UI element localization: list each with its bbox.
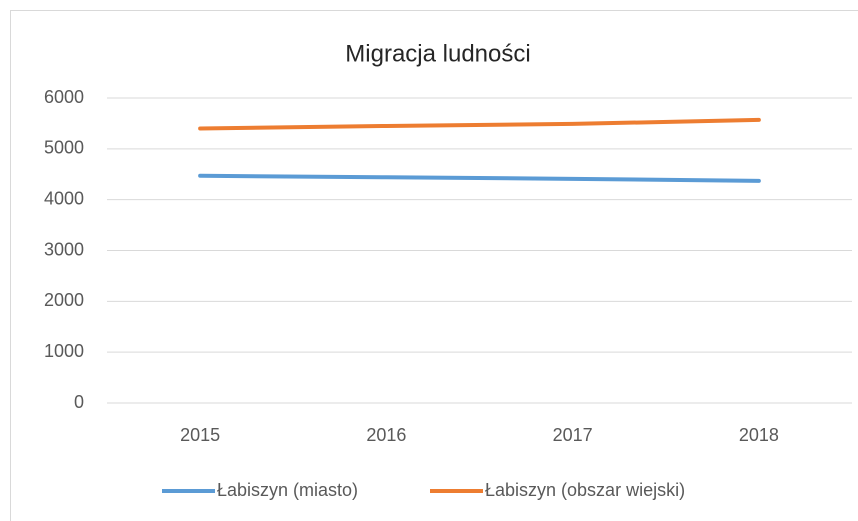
series-line	[198, 173, 761, 183]
chart-title: Migracja ludności	[345, 40, 530, 67]
series-line	[198, 117, 761, 131]
x-tick-label: 2016	[366, 425, 406, 445]
y-tick-label: 6000	[44, 87, 84, 107]
y-tick-label: 0	[74, 392, 84, 412]
y-tick-label: 1000	[44, 341, 84, 361]
x-tick-label: 2017	[553, 425, 593, 445]
x-tick-label: 2018	[739, 425, 779, 445]
y-tick-label: 5000	[44, 138, 84, 158]
x-tick-label: 2015	[180, 425, 220, 445]
y-tick-label: 2000	[44, 290, 84, 310]
y-tick-label: 4000	[44, 188, 84, 208]
chart-frame	[10, 10, 858, 521]
legend-label: Łabiszyn (miasto)	[217, 480, 358, 500]
y-tick-label: 3000	[44, 239, 84, 259]
legend-label: Łabiszyn (obszar wiejski)	[485, 480, 685, 500]
